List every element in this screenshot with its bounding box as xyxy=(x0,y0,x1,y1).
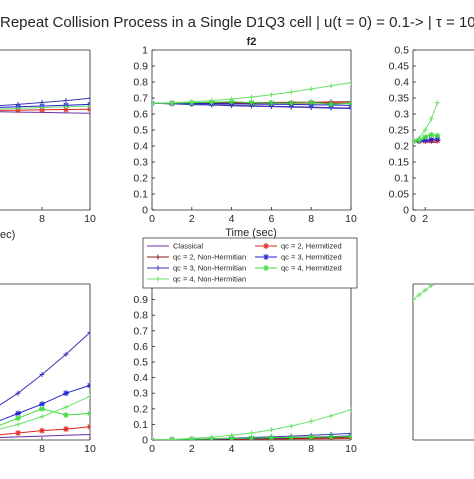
y-tick-label: 1 xyxy=(142,45,148,57)
x-axis-label-top-left-fragment: ec) xyxy=(0,229,15,241)
data-marker-star xyxy=(39,406,45,412)
y-tick-label: 0.4 xyxy=(133,372,148,384)
legend-label: qc = 4, Hermitized xyxy=(281,264,342,273)
legend-label: Classical xyxy=(173,242,203,251)
y-tick-label: 0.2 xyxy=(133,173,148,185)
y-tick-label: 0.8 xyxy=(133,310,148,322)
data-marker-star xyxy=(428,132,434,138)
x-tick-label: 4 xyxy=(229,213,235,225)
y-tick-label: 0.15 xyxy=(389,157,410,169)
y-tick-label: 0.45 xyxy=(389,61,410,73)
y-tick-label: 0.4 xyxy=(133,141,148,153)
legend-label: qc = 3, Non-Hermitian xyxy=(173,264,246,273)
data-marker-star xyxy=(263,243,269,249)
data-marker-star xyxy=(308,99,314,105)
legend-label: qc = 3, Hermitized xyxy=(281,253,342,262)
x-tick-label: 0 xyxy=(410,213,416,225)
y-tick-label: 0 xyxy=(142,435,148,447)
y-tick-label: 0.6 xyxy=(133,341,148,353)
y-tick-label: 0 xyxy=(403,205,409,217)
x-tick-label: 10 xyxy=(84,213,96,225)
data-marker-star xyxy=(434,133,440,139)
data-marker-star xyxy=(39,428,45,434)
y-tick-label: 0.1 xyxy=(133,419,148,431)
y-tick-label: 0 xyxy=(142,205,148,217)
x-tick-label: 2 xyxy=(189,443,195,455)
figure-title: Repeat Collision Process in a Single D1Q… xyxy=(0,14,474,31)
y-tick-label: 0.3 xyxy=(133,388,148,400)
x-tick-label: 8 xyxy=(39,443,45,455)
y-tick-label: 0.7 xyxy=(133,325,148,337)
y-tick-label: 0.9 xyxy=(133,294,148,306)
x-tick-label: 6 xyxy=(268,443,274,455)
subplot-title: f2 xyxy=(247,36,257,48)
x-tick-label: 8 xyxy=(308,213,314,225)
y-tick-label: 0.1 xyxy=(133,189,148,201)
y-tick-label: 0.2 xyxy=(133,403,148,415)
x-tick-label: 8 xyxy=(39,213,45,225)
data-marker-star xyxy=(15,430,21,436)
legend-label: qc = 4, Non-Hermitian xyxy=(173,275,246,284)
legend: Classical qc = 2, Hermitized qc = 2, Non-H… xyxy=(143,238,357,288)
x-tick-label: 0 xyxy=(149,213,155,225)
y-tick-label: 0.9 xyxy=(133,61,148,73)
data-marker-star xyxy=(249,100,255,106)
x-tick-label: 6 xyxy=(268,213,274,225)
legend-label: qc = 2, Hermitized xyxy=(281,242,342,251)
y-tick-label: 0.1 xyxy=(394,173,409,185)
y-tick-label: 0.3 xyxy=(394,109,409,121)
x-tick-label: 0 xyxy=(149,443,155,455)
data-marker-star xyxy=(63,426,69,432)
data-marker-star xyxy=(308,434,314,440)
x-axis-label-top-middle: Time (sec) xyxy=(225,227,277,239)
x-tick-label: 8 xyxy=(308,443,314,455)
legend-label: qc = 2, Non-Hermitian xyxy=(173,253,246,262)
y-tick-label: 0.5 xyxy=(394,45,409,57)
x-tick-label: 10 xyxy=(345,213,357,225)
data-marker-star xyxy=(328,434,334,440)
y-tick-label: 0.35 xyxy=(389,93,410,105)
data-marker-star xyxy=(268,100,274,106)
data-marker-star xyxy=(328,101,334,107)
data-marker-star xyxy=(63,412,69,418)
y-tick-label: 0.6 xyxy=(133,109,148,121)
data-marker-star xyxy=(263,265,269,271)
data-marker-star xyxy=(263,254,269,260)
y-tick-label: 0.2 xyxy=(394,141,409,153)
y-tick-label: 0.25 xyxy=(389,125,410,137)
y-tick-label: 0.5 xyxy=(133,125,148,137)
x-tick-label: 10 xyxy=(84,443,96,455)
y-tick-label: 0.3 xyxy=(133,157,148,169)
x-tick-label: 2 xyxy=(422,213,428,225)
y-tick-label: 0.8 xyxy=(133,77,148,89)
data-marker-star xyxy=(15,415,21,421)
y-tick-label: 0.4 xyxy=(394,77,409,89)
data-marker-star xyxy=(288,435,294,441)
data-marker-star xyxy=(268,435,274,441)
y-tick-label: 0.7 xyxy=(133,93,148,105)
x-tick-label: 4 xyxy=(229,443,235,455)
y-tick-label: 0.05 xyxy=(389,189,410,201)
data-marker-star xyxy=(63,390,69,396)
x-tick-label: 2 xyxy=(189,213,195,225)
data-marker-star xyxy=(422,134,428,140)
x-tick-label: 10 xyxy=(345,443,357,455)
y-tick-label: 0.5 xyxy=(133,357,148,369)
data-marker-star xyxy=(288,100,294,106)
